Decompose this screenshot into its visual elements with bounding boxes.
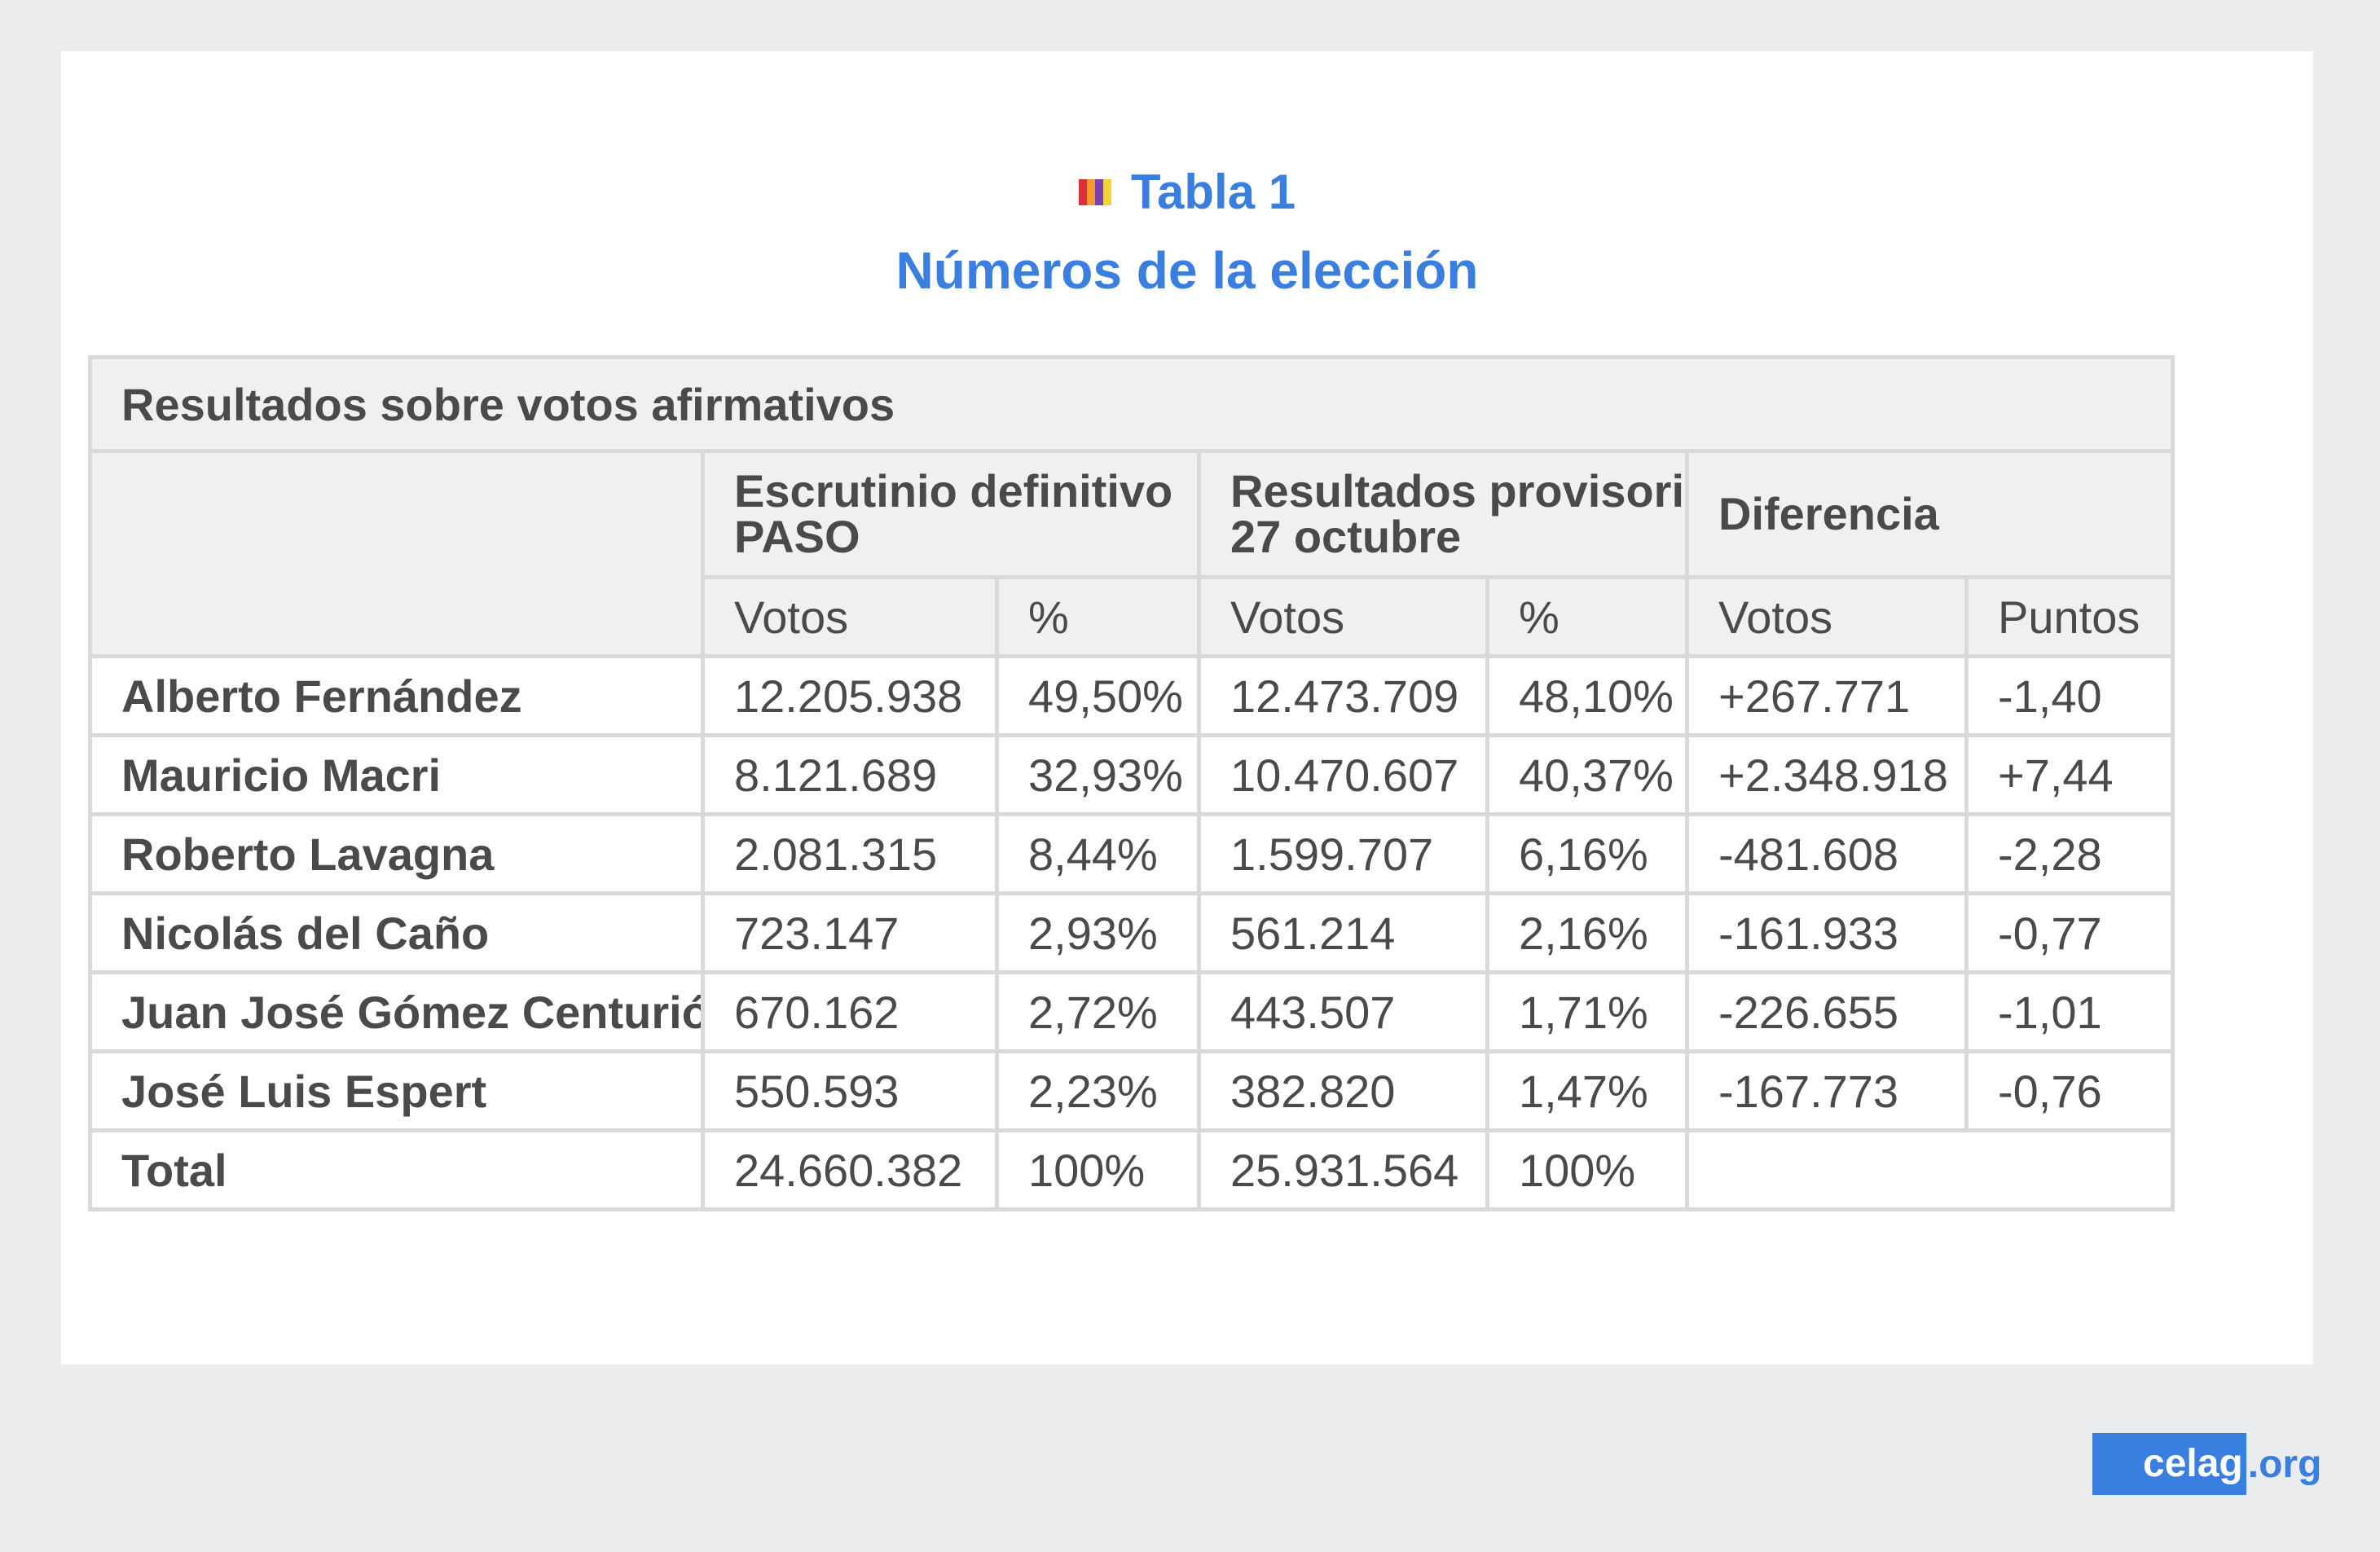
table-cell: 25.931.564: [1197, 1128, 1489, 1211]
total-row: Total 24.660.382 100% 25.931.564 100%: [88, 1128, 2175, 1211]
table-cell: 723.147: [701, 891, 999, 974]
table-cell: 49,50%: [995, 654, 1201, 737]
brand-tld: .org: [2247, 1442, 2322, 1486]
brand-name: celag: [2092, 1433, 2246, 1495]
total-label: Total: [88, 1128, 705, 1211]
candidate-name: Nicolás del Caño: [88, 891, 705, 974]
table-cell: -0,77: [1964, 891, 2175, 974]
table-cell: 561.214: [1197, 891, 1489, 974]
table-number: Tabla 1: [1130, 165, 1296, 219]
logo-stripe: [1078, 179, 1087, 205]
group-header-line: Escrutinio definitivo: [734, 465, 1173, 517]
table-cell: +267.771: [1685, 654, 1969, 737]
table-cell: -167.773: [1685, 1049, 1969, 1132]
table-cell: 12.205.938: [701, 654, 999, 737]
candidate-name: Alberto Fernández: [88, 654, 705, 737]
table-cell: -161.933: [1685, 891, 1969, 974]
table-title-line: Tabla 1: [61, 164, 2313, 221]
subheader-cell: Puntos: [1964, 575, 2175, 658]
table-cell: 40,37%: [1485, 733, 1689, 816]
subheader-cell: Votos: [1685, 575, 1969, 658]
table-cell: 2,93%: [995, 891, 1201, 974]
table-cell: 2,16%: [1485, 891, 1689, 974]
group-header-line: PASO: [734, 511, 860, 562]
table-cell: 2,72%: [995, 970, 1201, 1053]
table-body: Alberto Fernández 12.205.938 49,50% 12.4…: [88, 654, 2175, 1211]
table-cell: 8.121.689: [701, 733, 999, 816]
subheader-cell: %: [1485, 575, 1689, 658]
table-cell: 1,47%: [1485, 1049, 1689, 1132]
table-row: Roberto Lavagna 2.081.315 8,44% 1.599.70…: [88, 812, 2175, 895]
table-cell: 382.820: [1197, 1049, 1489, 1132]
table-cell: -2,28: [1964, 812, 2175, 895]
group-header-line: Diferencia: [1718, 488, 1939, 539]
celag-logo-icon: [1078, 179, 1111, 205]
table-subtitle: Números de la elección: [895, 241, 1479, 300]
table-row: José Luis Espert 550.593 2,23% 382.820 1…: [88, 1049, 2175, 1132]
table-cell: -1,40: [1964, 654, 2175, 737]
table-row: Alberto Fernández 12.205.938 49,50% 12.4…: [88, 654, 2175, 737]
empty-cell: [1684, 1128, 2175, 1211]
table-cell: -226.655: [1685, 970, 1969, 1053]
table-cell: 6,16%: [1485, 812, 1689, 895]
table-cell: 670.162: [701, 970, 999, 1053]
results-table: Resultados sobre votos afirmativos Escru…: [87, 355, 2175, 1211]
table-cell: 100%: [1485, 1128, 1689, 1211]
table-cell: 12.473.709: [1197, 654, 1489, 737]
table-cell: -0,76: [1964, 1049, 2175, 1132]
table-row: Mauricio Macri 8.121.689 32,93% 10.470.6…: [88, 733, 2175, 816]
celag-footer-logo[interactable]: celag .org: [2092, 1433, 2321, 1495]
table-row: Juan José Gómez Centurión 670.162 2,72% …: [88, 970, 2175, 1053]
table-cell: 1.599.707: [1197, 812, 1489, 895]
table-cell: 1,71%: [1485, 970, 1689, 1053]
column-group-row: Escrutinio definitivo PASO Resultados pr…: [88, 449, 2175, 658]
table-cell: 2,23%: [995, 1049, 1201, 1132]
candidate-name: Roberto Lavagna: [88, 812, 705, 895]
table-cell: 24.660.382: [701, 1128, 999, 1211]
subheader-cell: Votos: [1197, 575, 1489, 658]
table-cell: 8,44%: [995, 812, 1201, 895]
group-header-paso: Escrutinio definitivo PASO: [701, 449, 1201, 579]
group-header-diferencia: Diferencia: [1684, 449, 2175, 579]
title-block: Tabla 1 Números de la elección: [61, 164, 2313, 301]
candidate-name: Mauricio Macri: [88, 733, 705, 816]
logo-stripe: [1086, 179, 1095, 205]
table-cell: 2.081.315: [701, 812, 999, 895]
candidate-header-cell: [88, 449, 705, 658]
table-cell: -481.608: [1685, 812, 1969, 895]
group-header-provisorios: Resultados provisorios 27 octubre: [1197, 449, 1689, 579]
candidate-name: Juan José Gómez Centurión: [88, 970, 705, 1053]
logo-stripe: [1102, 179, 1111, 205]
table-caption: Resultados sobre votos afirmativos: [87, 355, 2175, 453]
table-cell: 48,10%: [1485, 654, 1689, 737]
subheader-cell: %: [995, 575, 1201, 658]
table-cell: -1,01: [1964, 970, 2175, 1053]
table-cell: 443.507: [1197, 970, 1489, 1053]
table-row: Nicolás del Caño 723.147 2,93% 561.214 2…: [88, 891, 2175, 974]
table-cell: +2.348.918: [1685, 733, 1969, 816]
group-header-line: Resultados provisorios: [1230, 465, 1687, 517]
subheader-cell: Votos: [701, 575, 999, 658]
candidate-name: José Luis Espert: [88, 1049, 705, 1132]
table-cell: 10.470.607: [1197, 733, 1489, 816]
table-cell: 550.593: [701, 1049, 999, 1132]
table-cell: 32,93%: [995, 733, 1201, 816]
table-cell: 100%: [995, 1128, 1201, 1211]
table-cell: +7,44: [1964, 733, 2175, 816]
group-header-line: 27 octubre: [1230, 511, 1462, 562]
table-caption-row: Resultados sobre votos afirmativos: [87, 355, 2175, 453]
logo-stripe: [1094, 179, 1103, 205]
